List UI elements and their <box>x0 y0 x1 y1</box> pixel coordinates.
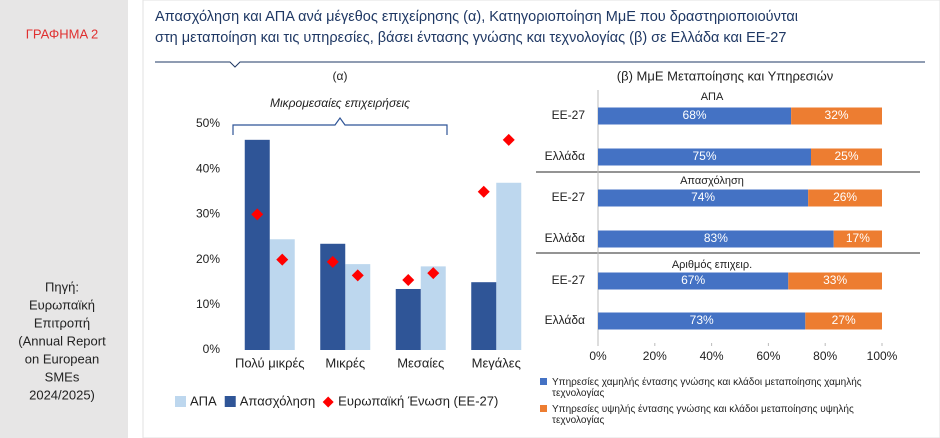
bar-segment <box>598 148 811 166</box>
y-tick-label: 10% <box>196 297 220 311</box>
bar-segment <box>788 272 882 290</box>
bar-segment <box>598 107 792 125</box>
chart-subtitle: (α) <box>333 69 348 83</box>
legend-label: ΑΠΑ <box>190 393 217 408</box>
marker <box>427 267 440 280</box>
figure-label: ΓΡΑΦΗΜΑ 2 <box>26 26 99 41</box>
legend-label: Ευρωπαϊκή Ένωση (ΕΕ-27) <box>338 393 498 408</box>
value-label: 67% <box>681 273 705 287</box>
y-tick-label: Ελλάδα <box>545 149 585 163</box>
bar-segment <box>791 107 882 125</box>
legend-label: Υπηρεσίες χαμηλής έντασης γνώσης και κλά… <box>552 376 862 399</box>
source-line: SMEs <box>45 369 80 384</box>
annotation: Μικρομεσαίες επιχειρήσεις <box>270 96 410 110</box>
bar <box>395 288 421 350</box>
legend-label: Απασχόληση <box>240 393 315 408</box>
source-line: Πηγή: <box>45 279 79 294</box>
value-label: 75% <box>692 149 716 163</box>
x-tick-label: Μεσαίες <box>397 355 444 370</box>
y-tick-label: 50% <box>196 116 220 130</box>
title-line: στη μεταποίηση και τις υπηρεσίες, βάσει … <box>155 30 786 46</box>
x-tick-label: 20% <box>643 349 667 363</box>
bar-segment <box>811 148 882 166</box>
value-label: 27% <box>832 313 856 327</box>
x-tick-label: Μεγάλες <box>472 355 521 370</box>
bar-segment <box>833 230 882 248</box>
bar-segment <box>598 230 834 248</box>
y-tick-label: ΕΕ-27 <box>552 273 586 287</box>
marker <box>351 269 364 282</box>
source-line: Ευρωπαϊκή <box>29 297 95 312</box>
value-label: 32% <box>825 108 849 122</box>
sidebar <box>0 0 128 438</box>
x-tick-label: 80% <box>813 349 837 363</box>
legend-marker <box>540 378 547 385</box>
value-label: 73% <box>690 313 714 327</box>
group-label: Αριθμός επιχειρ. <box>672 259 752 271</box>
x-tick-label: Πολύ μικρές <box>235 355 305 370</box>
bar-segment <box>598 272 789 290</box>
legend-marker <box>224 396 236 407</box>
y-tick-label: ΕΕ-27 <box>552 108 586 122</box>
x-tick-label: 100% <box>867 349 898 363</box>
source-line: (Annual Report <box>18 333 106 348</box>
source-line: Επιτροπή <box>34 315 90 330</box>
value-label: 33% <box>823 273 847 287</box>
marker <box>477 185 490 198</box>
title-line: Απασχόληση και ΑΠΑ ανά μέγεθος επιχείρησ… <box>155 9 798 25</box>
value-label: 25% <box>834 149 858 163</box>
panel <box>142 0 940 438</box>
marker <box>502 133 515 146</box>
source-line: 2024/2025) <box>29 387 95 402</box>
legend-marker <box>540 405 547 412</box>
marker <box>251 208 264 221</box>
value-label: 74% <box>691 190 715 204</box>
chart-subtitle: (β) ΜμΕ Μεταποίησης και Υπηρεσιών <box>617 68 833 83</box>
value-label: 83% <box>704 231 728 245</box>
group-label: Απασχόληση <box>680 175 744 187</box>
y-tick-label: 0% <box>203 342 221 356</box>
bar-segment <box>598 312 806 330</box>
x-tick-label: Μικρές <box>325 355 365 370</box>
value-label: 17% <box>846 231 870 245</box>
bar-segment <box>808 189 882 207</box>
bar <box>496 182 522 350</box>
bar <box>471 282 497 350</box>
legend-marker <box>322 396 334 408</box>
y-tick-label: 30% <box>196 207 220 221</box>
y-tick-label: 20% <box>196 252 220 266</box>
source-line: on European <box>25 351 99 366</box>
group-label: ΑΠΑ <box>701 91 724 103</box>
y-tick-label: 40% <box>196 161 220 175</box>
y-tick-label: ΕΕ-27 <box>552 190 586 204</box>
y-tick-label: Ελλάδα <box>545 231 585 245</box>
brace <box>232 116 448 135</box>
legend-label: Υπηρεσίες υψηλής έντασης γνώσης και κλάδ… <box>552 403 854 426</box>
bar-segment <box>805 312 882 330</box>
x-tick-label: 0% <box>589 349 607 363</box>
marker <box>276 253 289 266</box>
bar-segment <box>598 189 809 207</box>
marker <box>402 273 415 286</box>
marker <box>326 255 339 268</box>
bar <box>420 266 446 350</box>
title-rule <box>155 61 925 68</box>
value-label: 68% <box>683 108 707 122</box>
x-tick-label: 40% <box>700 349 724 363</box>
value-label: 26% <box>833 190 857 204</box>
bar <box>244 139 270 350</box>
y-tick-label: Ελλάδα <box>545 313 585 327</box>
legend-marker <box>175 396 186 407</box>
x-tick-label: 60% <box>756 349 780 363</box>
